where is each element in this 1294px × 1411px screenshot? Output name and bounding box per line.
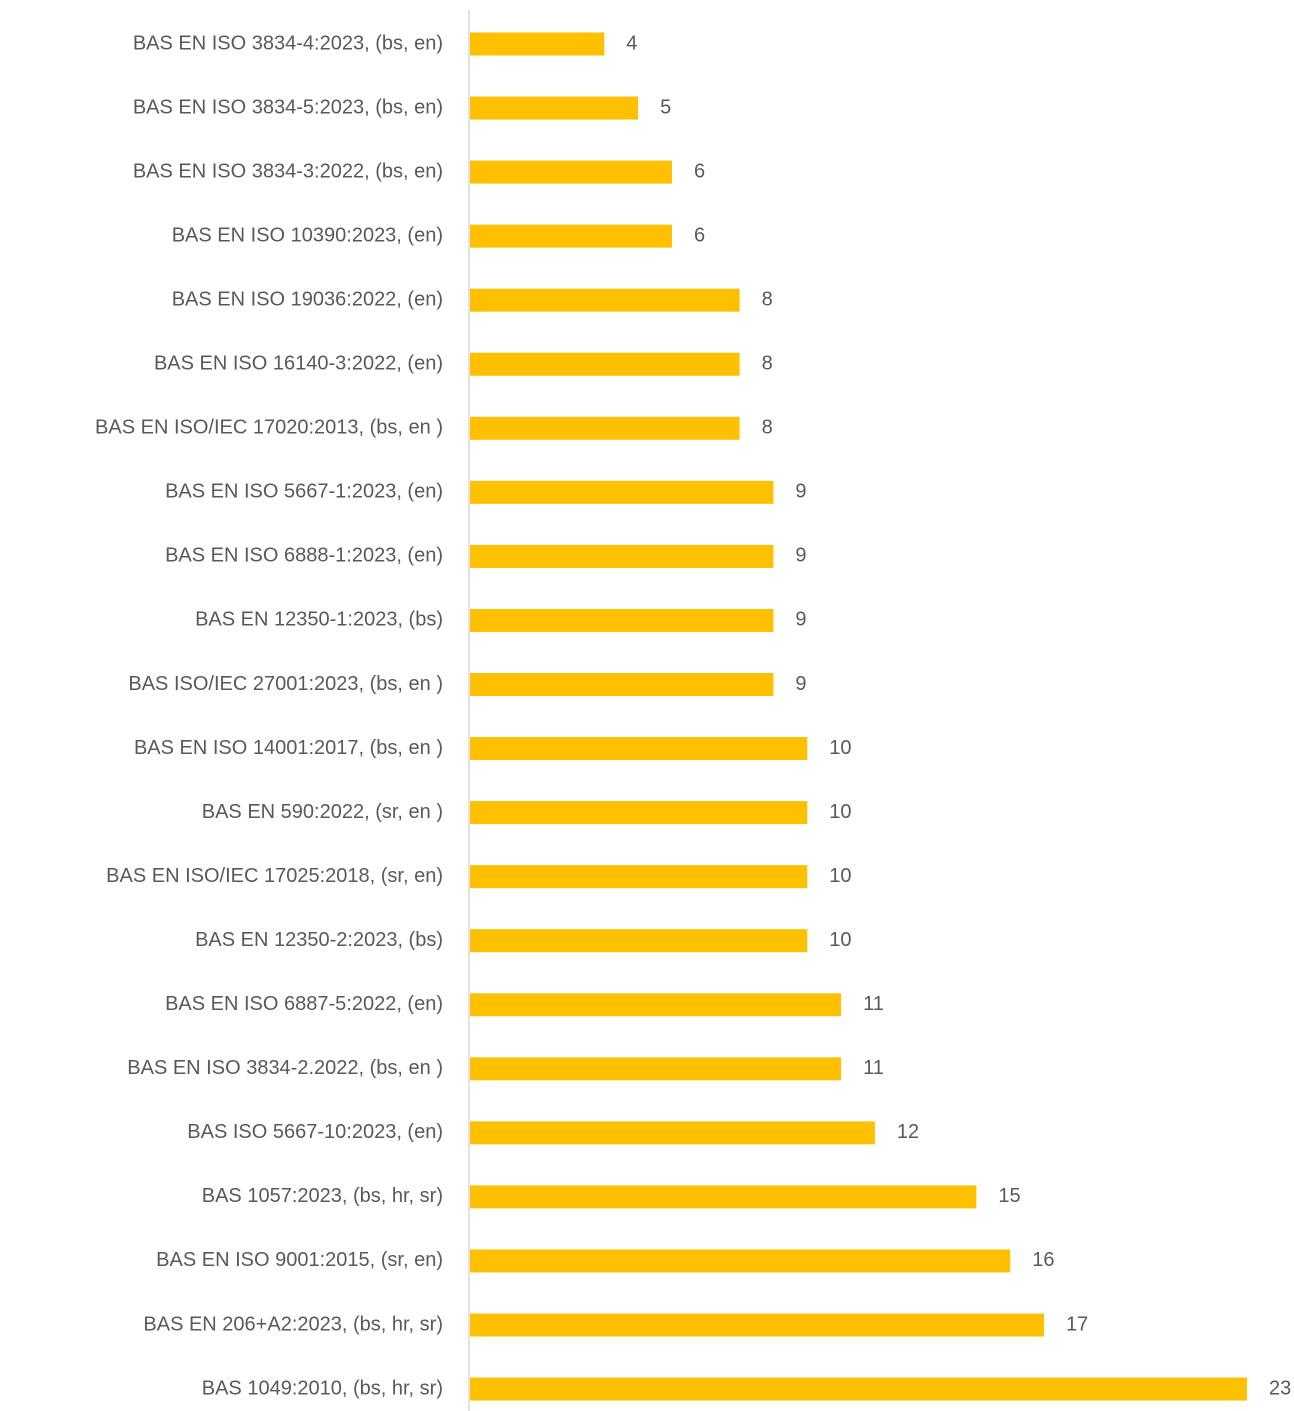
bar <box>470 865 808 889</box>
value-label: 5 <box>660 96 671 118</box>
category-label: BAS EN 206+A2:2023, (bs, hr, sr) <box>143 1313 443 1335</box>
value-label: 23 <box>1269 1377 1291 1399</box>
value-label: 8 <box>762 417 773 439</box>
category-label: BAS ISO/IEC 27001:2023, (bs, en ) <box>128 673 443 695</box>
bar <box>470 288 740 312</box>
value-label: 10 <box>829 865 851 887</box>
bar <box>470 1057 842 1081</box>
value-label: 8 <box>762 288 773 310</box>
category-label: BAS EN ISO 10390:2023, (en) <box>172 224 443 246</box>
bar <box>470 608 774 632</box>
bar <box>470 352 740 376</box>
category-label: BAS EN 12350-1:2023, (bs) <box>195 609 443 631</box>
bar <box>470 801 808 825</box>
bar <box>470 96 639 120</box>
bar <box>470 1185 977 1209</box>
value-label: 16 <box>1032 1249 1054 1271</box>
category-label: BAS EN 590:2022, (sr, en ) <box>202 801 443 823</box>
category-label: BAS EN ISO 19036:2022, (en) <box>172 288 443 310</box>
value-label: 15 <box>998 1185 1020 1207</box>
category-label: BAS EN 12350-2:2023, (bs) <box>195 929 443 951</box>
bar <box>470 929 808 953</box>
value-label: 9 <box>795 481 806 503</box>
value-label: 17 <box>1066 1313 1088 1335</box>
bar <box>470 1313 1045 1337</box>
category-label: BAS EN ISO 6888-1:2023, (en) <box>165 545 443 567</box>
bar <box>470 416 740 440</box>
value-label: 10 <box>829 737 851 759</box>
value-label: 11 <box>863 993 884 1015</box>
category-label: BAS 1049:2010, (bs, hr, sr) <box>202 1377 443 1399</box>
category-label: BAS EN ISO 3834-2.2022, (bs, en ) <box>127 1057 443 1079</box>
value-label: 10 <box>829 929 851 951</box>
value-label: 12 <box>897 1121 919 1143</box>
category-label: BAS EN ISO 3834-4:2023, (bs, en) <box>133 32 443 54</box>
bar <box>470 544 774 568</box>
category-label: BAS EN ISO 5667-1:2023, (en) <box>165 481 443 503</box>
category-label: BAS 1057:2023, (bs, hr, sr) <box>202 1185 443 1207</box>
bar <box>470 480 774 504</box>
bar <box>470 1121 875 1145</box>
value-label: 10 <box>829 801 851 823</box>
category-label: BAS EN ISO/IEC 17025:2018, (sr, en) <box>106 865 443 887</box>
bar <box>470 1249 1011 1273</box>
bar <box>470 737 808 761</box>
value-label: 9 <box>795 609 806 631</box>
category-label: BAS EN ISO 16140-3:2022, (en) <box>154 353 443 375</box>
category-label: BAS EN ISO 9001:2015, (sr, en) <box>156 1249 443 1271</box>
category-label: BAS EN ISO 3834-5:2023, (bs, en) <box>133 96 443 118</box>
category-label: BAS EN ISO 6887-5:2022, (en) <box>165 993 443 1015</box>
value-label: 6 <box>694 224 705 246</box>
category-label: BAS EN ISO 3834-3:2022, (bs, en) <box>133 160 443 182</box>
bar <box>470 32 605 56</box>
value-label: 9 <box>795 545 806 567</box>
category-label: BAS EN ISO/IEC 17020:2013, (bs, en ) <box>95 417 443 439</box>
value-label: 6 <box>694 160 705 182</box>
bar <box>470 993 842 1017</box>
category-label: BAS EN ISO 14001:2017, (bs, en ) <box>134 737 443 759</box>
value-label: 4 <box>626 32 637 54</box>
bar <box>470 1377 1247 1401</box>
bar <box>470 224 672 248</box>
category-label: BAS ISO 5667-10:2023, (en) <box>187 1121 443 1143</box>
value-label: 9 <box>795 673 806 695</box>
value-label: 11 <box>863 1057 884 1079</box>
value-label: 8 <box>762 353 773 375</box>
bar <box>470 160 672 184</box>
bar <box>470 673 774 696</box>
